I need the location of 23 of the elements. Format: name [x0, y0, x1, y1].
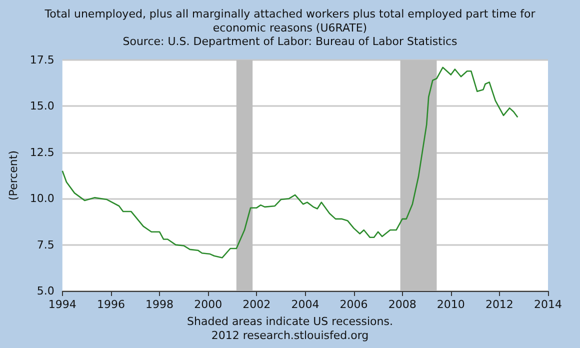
x-tick-label: 2006: [340, 298, 368, 311]
y-tick-label: 10.0: [30, 192, 54, 206]
x-tick-label: 2014: [534, 298, 562, 311]
text: 2012 research.stlouisfed.org: [211, 329, 369, 342]
y-tick-label: 15.0: [30, 100, 54, 113]
x-tick-label: 1996: [96, 298, 125, 311]
x-tick-label: 2002: [242, 298, 271, 311]
x-tick-label: 2004: [291, 298, 320, 311]
chart-subtitle: Source: U.S. Department of Labor: Bureau of Labor Statistics: [122, 35, 458, 48]
x-tick-label: 1994: [48, 298, 76, 311]
text: Shaded areas indicate US recessions.: [187, 315, 393, 328]
chart-title: Total unemployed, plus all marginally attached workers plus total employed part time for economic reasons (U6RATE): [44, 8, 536, 34]
x-tick-label: 2008: [388, 298, 416, 311]
x-tick-label: 2010: [436, 298, 465, 311]
y-tick-label: 12.5: [30, 146, 54, 159]
x-tick-label: 2012: [485, 298, 514, 311]
y-axis-title: (Percent): [7, 150, 20, 200]
y-tick-label: 5.0: [36, 284, 54, 298]
y-tick-label: 17.5: [30, 54, 54, 66]
y-tick-label: 7.5: [36, 238, 54, 252]
x-tick-label: 2000: [194, 298, 222, 311]
x-tick-label: 1998: [146, 298, 174, 311]
line-series: [62, 66, 518, 258]
